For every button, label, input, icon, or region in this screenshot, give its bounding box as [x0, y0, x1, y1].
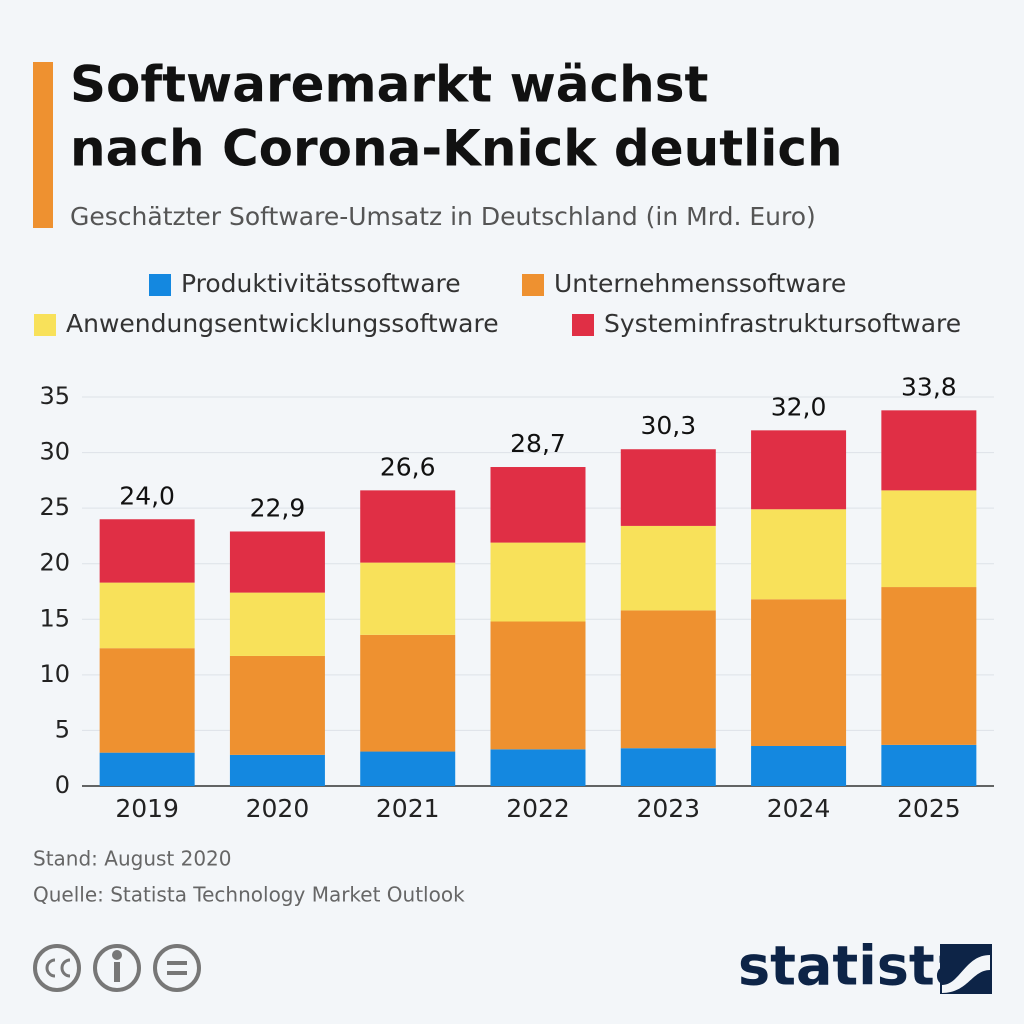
- bar-segment: [360, 751, 456, 786]
- bar-segment: [360, 634, 456, 752]
- bar-segment: [751, 599, 847, 746]
- chart-subtitle: Geschätzter Software-Umsatz in Deutschla…: [70, 202, 816, 231]
- x-tick-label: 2023: [636, 794, 700, 823]
- chart-title: Softwaremarkt wächst: [70, 56, 708, 114]
- legend-label: Systeminfrastruktursoftware: [604, 309, 961, 338]
- x-tick-label: 2021: [376, 794, 440, 823]
- bar-segment: [881, 490, 977, 588]
- bar-segment: [229, 531, 325, 593]
- bar-segment: [751, 745, 847, 786]
- bar-segment: [751, 430, 847, 510]
- y-tick-label: 0: [55, 771, 70, 799]
- bar-segment: [360, 562, 456, 635]
- total-label: 32,0: [771, 392, 827, 421]
- bar-segment: [620, 748, 716, 786]
- license-icons: [33, 944, 201, 992]
- x-tick-label: 2024: [767, 794, 831, 823]
- legend-swatch: [522, 274, 544, 296]
- bar-segment: [99, 648, 195, 753]
- total-label: 30,3: [640, 411, 696, 440]
- logo: statista: [738, 935, 971, 998]
- y-tick-label: 20: [39, 549, 70, 577]
- legend-label: Anwendungsentwicklungssoftware: [66, 309, 499, 338]
- total-label: 24,0: [119, 481, 175, 510]
- y-tick-label: 5: [55, 715, 70, 743]
- x-tick-label: 2020: [246, 794, 310, 823]
- bar-segment: [751, 509, 847, 600]
- bar-segment: [490, 467, 586, 543]
- legend-swatch: [34, 314, 56, 336]
- bar-segment: [620, 449, 716, 526]
- total-label: 33,8: [901, 372, 957, 401]
- bar-segment: [99, 582, 195, 649]
- total-label: 26,6: [380, 452, 436, 481]
- legend-label: Produktivitätssoftware: [181, 269, 461, 298]
- bar-segment: [99, 519, 195, 583]
- x-tick-label: 2025: [897, 794, 961, 823]
- bar-segment: [229, 754, 325, 786]
- y-tick-label: 15: [39, 604, 70, 632]
- x-tick-label: 2019: [115, 794, 179, 823]
- bar-segment: [881, 744, 977, 786]
- total-label: 28,7: [510, 429, 566, 458]
- y-tick-label: 25: [39, 493, 70, 521]
- legend-swatch: [572, 314, 594, 336]
- legend-label: Unternehmenssoftware: [554, 269, 846, 298]
- note: Stand: August 2020: [33, 847, 232, 871]
- bar-segment: [490, 621, 586, 750]
- bar-segment: [881, 587, 977, 745]
- bar-segment: [490, 542, 586, 622]
- x-tick-label: 2022: [506, 794, 570, 823]
- bar-segment: [881, 410, 977, 491]
- bar-segment: [620, 525, 716, 611]
- logo-icon: [940, 944, 992, 994]
- source: Quelle: Statista Technology Market Outlo…: [33, 883, 465, 907]
- y-tick-label: 35: [39, 382, 70, 410]
- bar-segment: [229, 655, 325, 755]
- bar-segment: [229, 592, 325, 656]
- legend-swatch: [149, 274, 171, 296]
- y-tick-label: 30: [39, 438, 70, 466]
- bar-segment: [99, 752, 195, 786]
- title-accent: [33, 62, 53, 228]
- total-label: 22,9: [250, 493, 306, 522]
- chart-title: nach Corona-Knick deutlich: [70, 120, 843, 178]
- bar-segment: [620, 610, 716, 749]
- bar-segment: [490, 749, 586, 786]
- y-tick-label: 10: [39, 660, 70, 688]
- bar-segment: [360, 490, 456, 563]
